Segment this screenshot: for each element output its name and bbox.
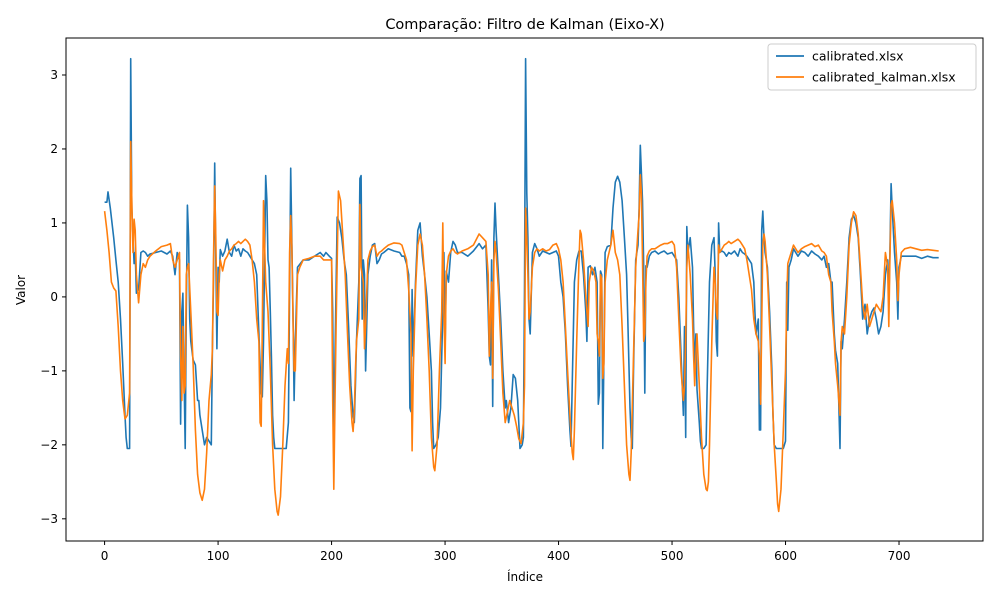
y-tick-label: 1 bbox=[50, 216, 58, 230]
y-tick-label: 3 bbox=[50, 68, 58, 82]
y-axis-label: Valor bbox=[14, 275, 28, 305]
x-tick-label: 0 bbox=[101, 549, 109, 563]
y-tick-label: 0 bbox=[50, 290, 58, 304]
legend-label-calibrated-kalman: calibrated_kalman.xlsx bbox=[812, 70, 956, 85]
y-tick-label: −2 bbox=[40, 438, 58, 452]
x-axis: 0 100 200 300 400 500 600 700 bbox=[101, 541, 911, 563]
y-tick-label: −3 bbox=[40, 512, 58, 526]
x-tick-label: 100 bbox=[207, 549, 230, 563]
x-axis-label: Índice bbox=[507, 569, 543, 584]
legend-box bbox=[767, 43, 977, 91]
x-tick-label: 300 bbox=[434, 549, 457, 563]
chart-title: Comparação: Filtro de Kalman (Eixo-X) bbox=[385, 17, 664, 33]
series-layer bbox=[103, 57, 939, 516]
legend-label-calibrated: calibrated.xlsx bbox=[812, 49, 904, 64]
plot-frame bbox=[65, 37, 984, 542]
x-tick-label: 500 bbox=[661, 549, 684, 563]
x-tick-label: 200 bbox=[320, 549, 343, 563]
y-tick-label: 2 bbox=[50, 142, 58, 156]
legend: calibrated.xlsx calibrated_kalman.xlsx bbox=[767, 43, 977, 91]
y-axis: −3 −2 −1 0 1 2 3 bbox=[40, 68, 66, 526]
x-tick-label: 600 bbox=[774, 549, 797, 563]
x-tick-label: 400 bbox=[547, 549, 570, 563]
x-tick-label: 700 bbox=[888, 549, 911, 563]
y-tick-label: −1 bbox=[40, 364, 58, 378]
series-line-calibrated-kalman-xlsx bbox=[103, 140, 939, 516]
